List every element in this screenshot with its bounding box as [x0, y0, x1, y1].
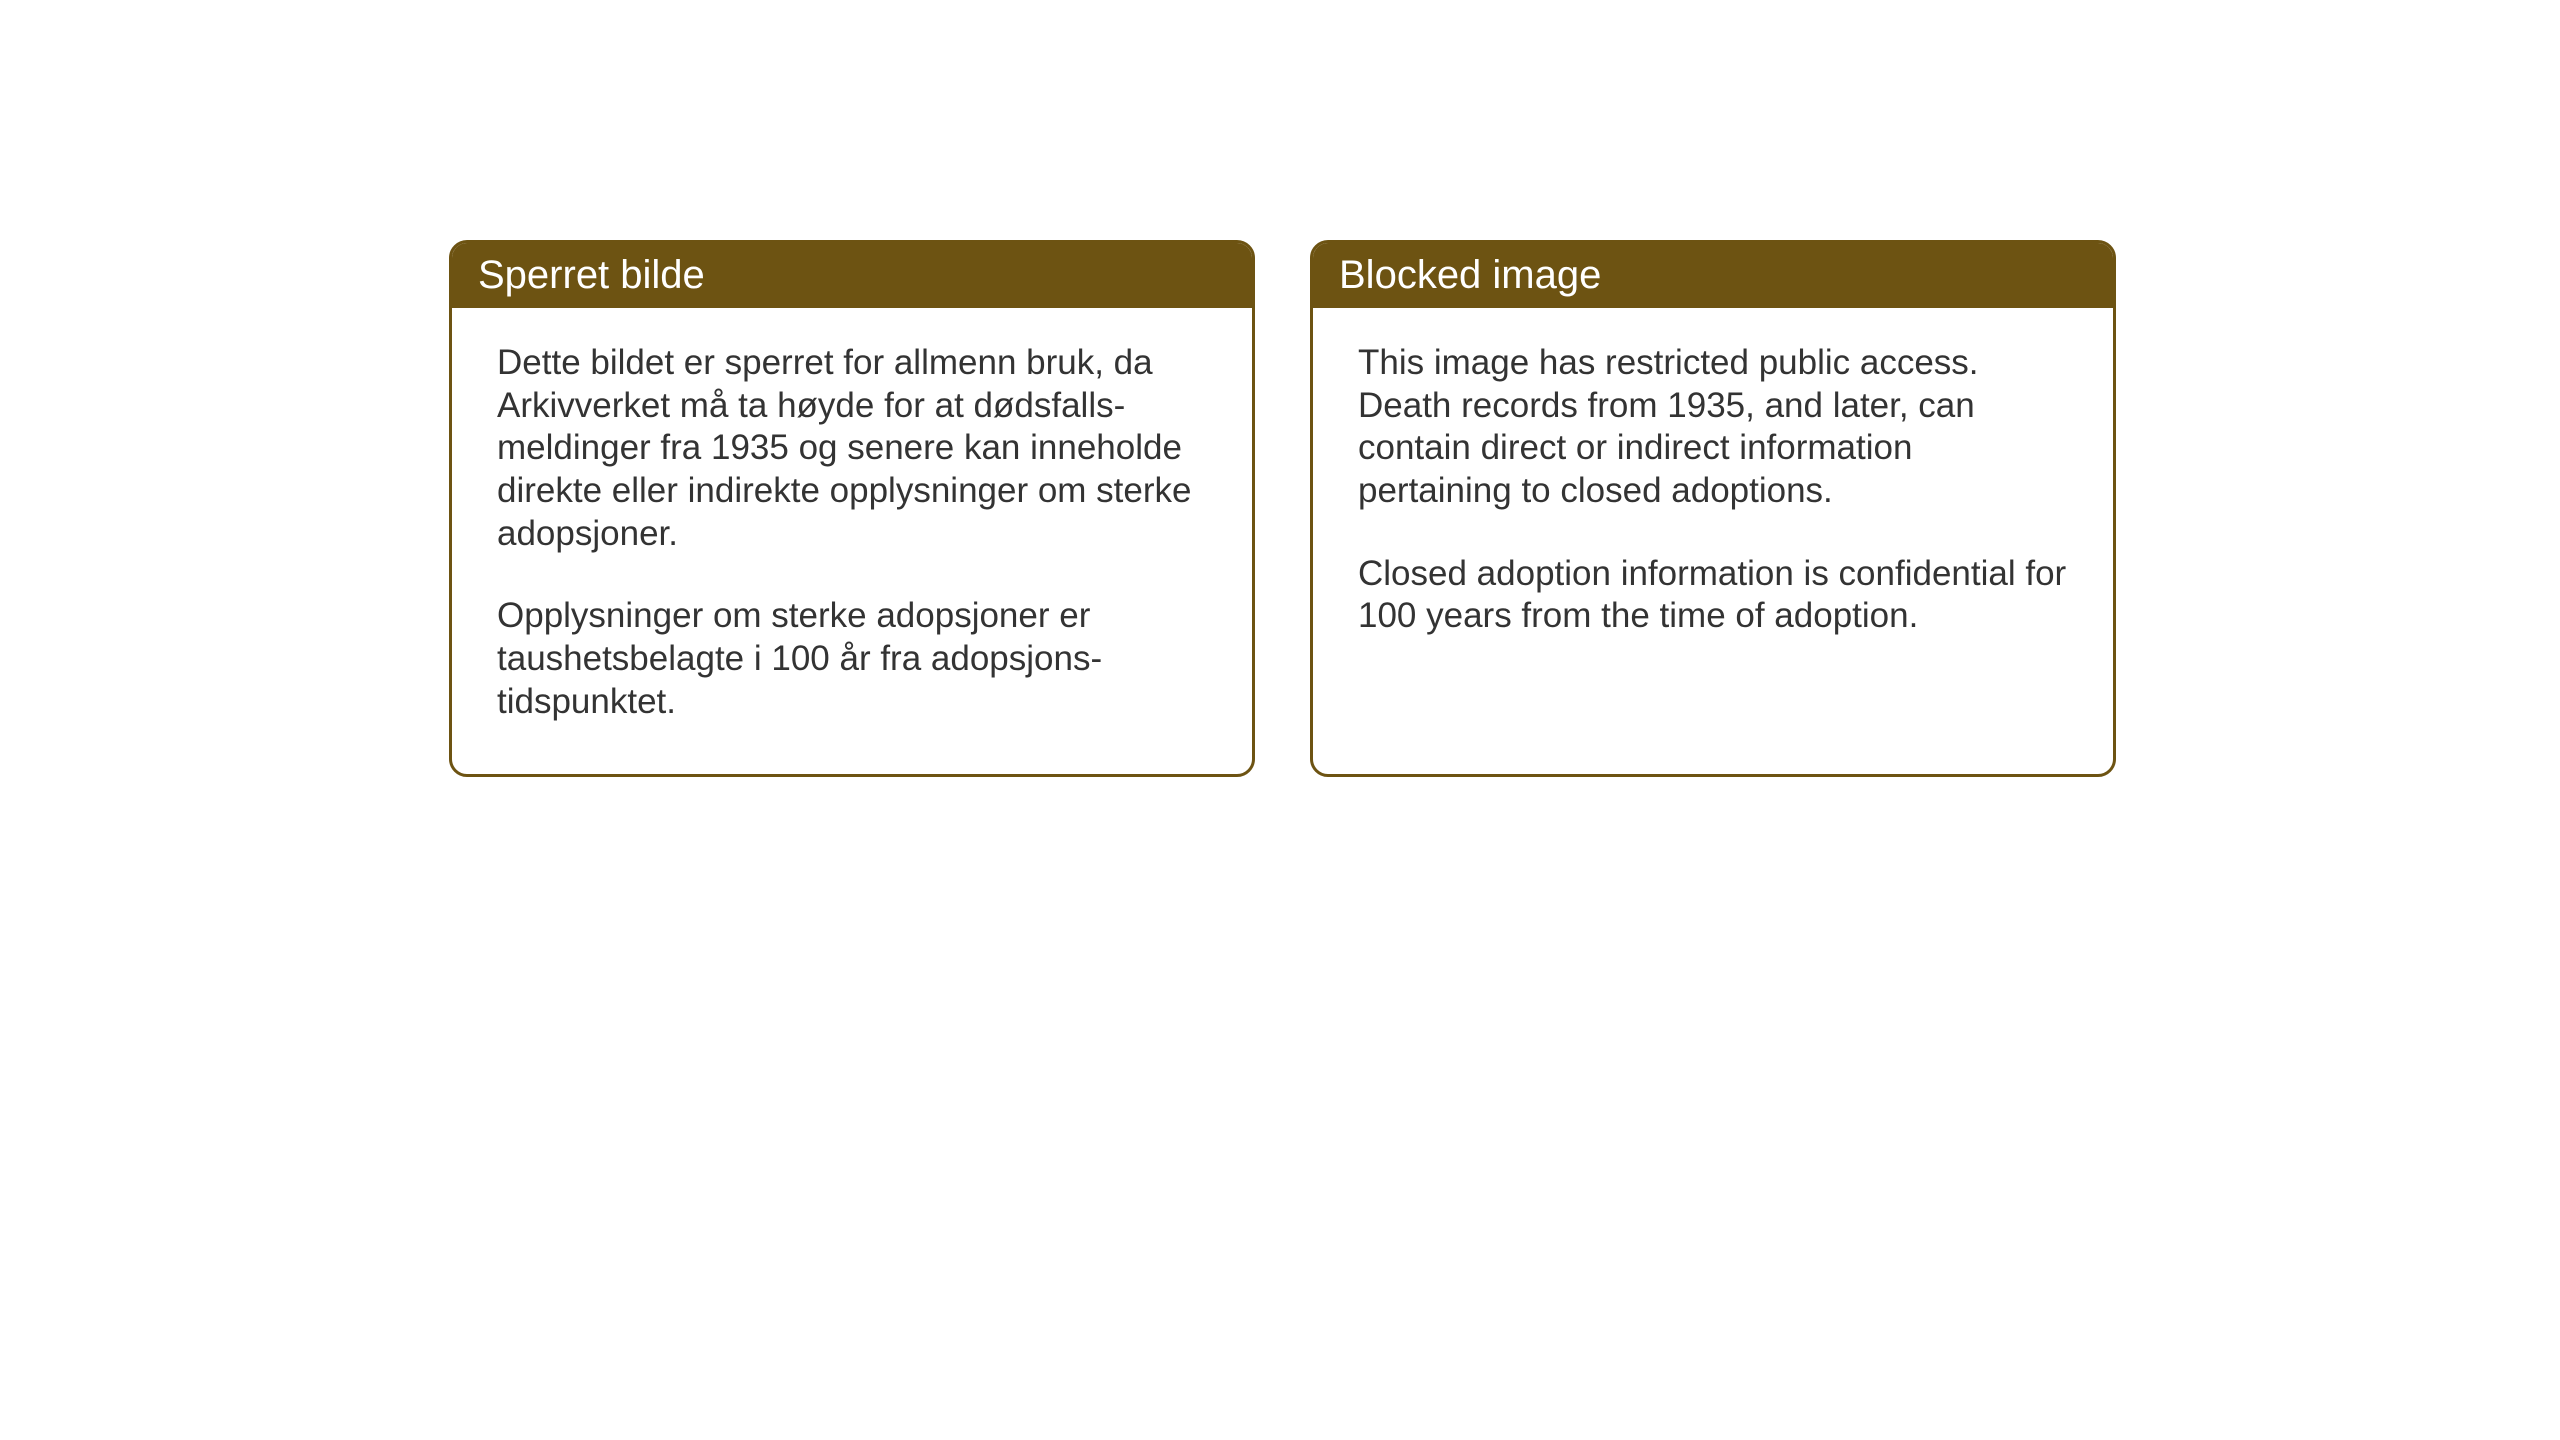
notice-paragraph-2-norwegian: Opplysninger om sterke adopsjoner er tau…: [497, 595, 1207, 723]
notice-card-norwegian: Sperret bilde Dette bildet er sperret fo…: [449, 240, 1255, 777]
notice-title-english: Blocked image: [1339, 253, 1601, 297]
notice-paragraph-1-norwegian: Dette bildet er sperret for allmenn bruk…: [497, 342, 1207, 555]
notice-container: Sperret bilde Dette bildet er sperret fo…: [449, 240, 2116, 777]
notice-header-norwegian: Sperret bilde: [452, 243, 1252, 308]
notice-paragraph-1-english: This image has restricted public access.…: [1358, 342, 2068, 513]
notice-body-english: This image has restricted public access.…: [1313, 308, 2113, 688]
notice-body-norwegian: Dette bildet er sperret for allmenn bruk…: [452, 308, 1252, 774]
notice-title-norwegian: Sperret bilde: [478, 253, 705, 297]
notice-header-english: Blocked image: [1313, 243, 2113, 308]
notice-card-english: Blocked image This image has restricted …: [1310, 240, 2116, 777]
notice-paragraph-2-english: Closed adoption information is confident…: [1358, 553, 2068, 638]
